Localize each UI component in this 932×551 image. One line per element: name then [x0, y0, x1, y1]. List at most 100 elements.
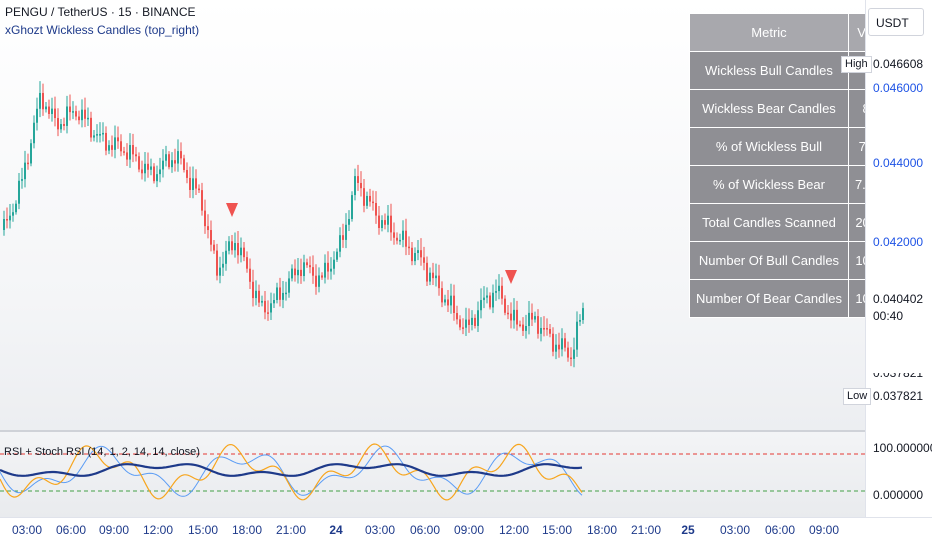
candle-body: [114, 137, 116, 150]
candle-body: [105, 132, 107, 151]
candle-body: [354, 176, 356, 196]
candle-body: [135, 154, 137, 157]
candle-body: [513, 309, 515, 321]
candle-body: [495, 291, 497, 293]
candle-body: [60, 124, 62, 130]
candle-body: [546, 328, 548, 330]
candle-body: [393, 232, 395, 238]
candle-body: [258, 290, 260, 303]
candle-body: [144, 163, 146, 174]
candle-body: [357, 176, 359, 183]
candle-body: [534, 316, 536, 320]
time-tick-label: 06:00: [409, 523, 441, 537]
time-tick-label: 09:00: [808, 523, 840, 537]
time-tick-label: 21:00: [630, 523, 662, 537]
oscillator-legend[interactable]: RSI + Stoch RSI (14, 1, 2, 14, 14, close…: [4, 446, 200, 458]
candle-body: [327, 262, 329, 272]
time-tick-label: 03:00: [11, 523, 43, 537]
candle-body: [168, 154, 170, 168]
candle-body: [300, 269, 302, 277]
time-tick-label: 21:00: [275, 523, 307, 537]
candle-body: [507, 312, 509, 315]
symbol-legend[interactable]: PENGU / TetherUS · 15 · BINANCE: [5, 5, 196, 19]
candle-body: [57, 118, 59, 130]
candle-body: [276, 287, 278, 301]
candle-body: [150, 166, 152, 170]
candle-body: [402, 230, 404, 240]
candle-body: [243, 247, 245, 258]
candle-body: [273, 300, 275, 304]
pane-separator[interactable]: [0, 430, 932, 432]
candle-body: [249, 268, 251, 282]
candle-body: [204, 210, 206, 227]
metric-cell: Number Of Bear Candles: [689, 279, 849, 318]
candle-body: [564, 338, 566, 348]
candle-body: [480, 300, 482, 311]
low-price-label: 0.037821: [873, 389, 924, 403]
time-axis[interactable]: [0, 517, 932, 551]
low-tag: Low: [843, 388, 872, 405]
indicator-legend[interactable]: xGhozt Wickless Candles (top_right): [5, 23, 200, 37]
candle-body: [540, 328, 542, 334]
time-tick-label: 06:00: [55, 523, 87, 537]
price-scale[interactable]: [865, 0, 932, 517]
bar-countdown: 00:40: [873, 309, 904, 323]
candle-body: [504, 298, 506, 313]
candle-body: [132, 145, 134, 155]
candle-body: [246, 257, 248, 269]
candle-body: [486, 295, 488, 298]
candle-body: [3, 218, 5, 230]
time-tick-label: 15:00: [187, 523, 219, 537]
candle-body: [153, 166, 155, 182]
time-tick-label: 09:00: [98, 523, 130, 537]
candle-body: [174, 160, 176, 164]
candle-body: [177, 151, 179, 164]
time-tick-label: 18:00: [586, 523, 618, 537]
candle-body: [582, 308, 584, 321]
candle-body: [411, 247, 413, 262]
candle-body: [201, 190, 203, 211]
candle-body: [234, 243, 236, 251]
candle-body: [36, 108, 38, 123]
candle-body: [489, 295, 491, 308]
candle-body: [261, 300, 263, 303]
candle-body: [252, 281, 254, 299]
high-price-label: 0.046608: [873, 57, 924, 71]
candle-body: [468, 319, 470, 325]
candle-body: [408, 246, 410, 249]
candle-body: [45, 106, 47, 110]
candle-body: [264, 300, 266, 313]
candle-body: [186, 169, 188, 178]
candle-body: [39, 92, 41, 109]
table-row: Total Candles Scanned20896: [689, 203, 899, 242]
candle-body: [336, 251, 338, 260]
candle-body: [471, 317, 473, 325]
candle-body: [426, 262, 428, 282]
candle-body: [210, 230, 212, 245]
price-tick-label: 0.042000: [873, 235, 924, 249]
candle-body: [351, 195, 353, 220]
candle-body: [558, 344, 560, 350]
candle-body: [303, 262, 305, 277]
candle-body: [441, 288, 443, 303]
candle-body: [414, 253, 416, 262]
candle-body: [162, 160, 164, 170]
candle-body: [537, 316, 539, 334]
candle-body: [126, 152, 128, 160]
candle-body: [18, 180, 20, 204]
price-tick-label: 0.046000: [873, 81, 924, 95]
candle-body: [525, 326, 527, 331]
time-tick-label: 12:00: [498, 523, 530, 537]
candle-body: [9, 215, 11, 221]
candle-body: [573, 349, 575, 359]
candle-body: [531, 312, 533, 320]
time-tick-label: 03:00: [719, 523, 751, 537]
candle-body: [519, 324, 521, 327]
candle-body: [213, 244, 215, 251]
currency-selector[interactable]: USDT: [868, 8, 924, 36]
candle-body: [189, 177, 191, 190]
candle-body: [207, 226, 209, 231]
time-tick-label: 24: [329, 523, 343, 537]
candle-body: [477, 310, 479, 326]
candle-body: [63, 124, 65, 126]
